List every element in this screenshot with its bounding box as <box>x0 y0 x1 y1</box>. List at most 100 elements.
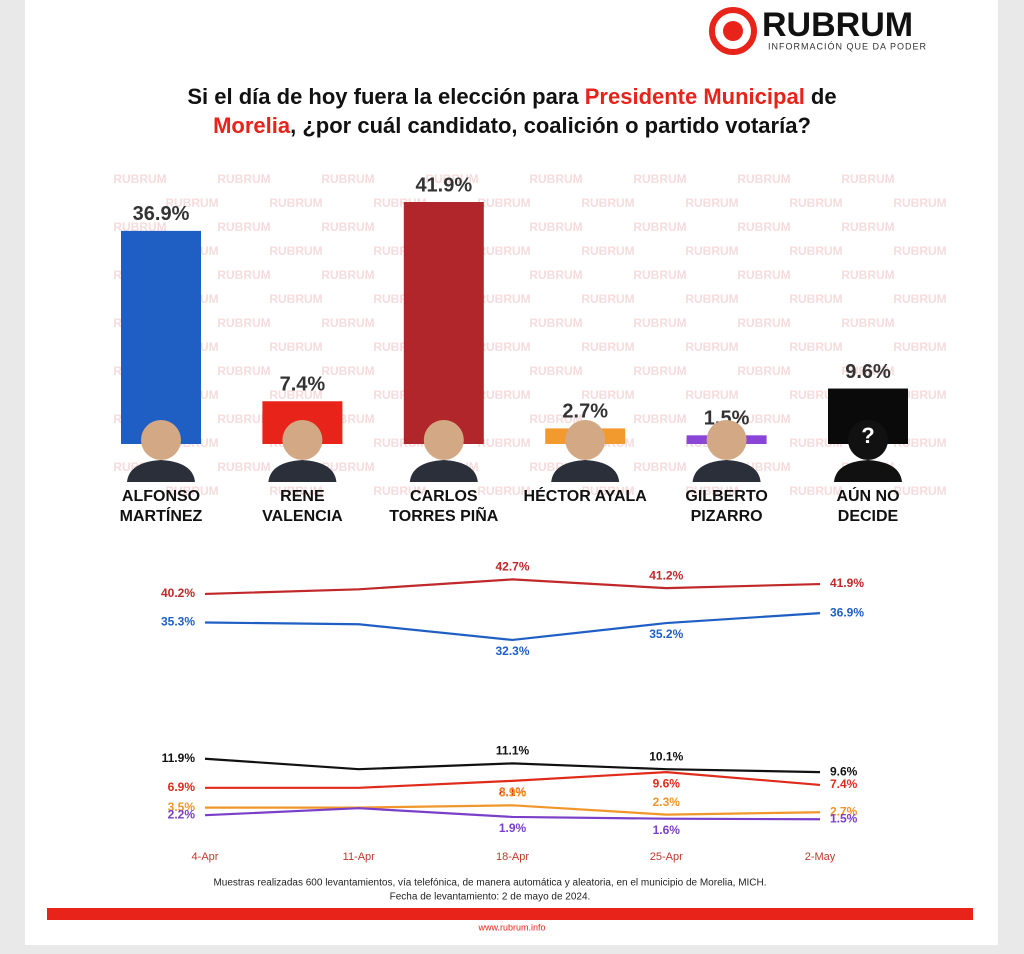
watermark: RUBRUM <box>789 196 842 210</box>
watermark: RUBRUM <box>633 364 686 378</box>
watermark: RUBRUM <box>321 172 374 186</box>
unknown-icon: ? <box>861 423 874 448</box>
watermark: RUBRUM <box>633 220 686 234</box>
data-label: 2.7% <box>830 804 858 818</box>
watermark: RUBRUM <box>165 196 218 210</box>
data-label: 42.7% <box>495 560 529 574</box>
watermark: RUBRUM <box>737 172 790 186</box>
portrait-body <box>409 460 478 482</box>
data-label: 11.9% <box>162 751 196 765</box>
watermark: RUBRUM <box>269 196 322 210</box>
watermark: RUBRUM <box>217 460 270 474</box>
portrait-head <box>423 420 464 460</box>
candidate-name: RENE VALENCIA <box>262 488 343 525</box>
data-label: 10.1% <box>649 749 683 763</box>
line <box>204 757 821 774</box>
watermark: RUBRUM <box>373 484 426 498</box>
logo-ring <box>709 7 757 55</box>
watermark: RUBRUM <box>841 172 894 186</box>
data-label: 1.6% <box>653 823 681 837</box>
watermark: RUBRUM <box>113 172 166 186</box>
watermark: RUBRUM <box>217 172 270 186</box>
watermark: RUBRUM <box>581 196 634 210</box>
watermark: RUBRUM <box>685 196 738 210</box>
data-label: 40.2% <box>161 586 195 600</box>
watermark: RUBRUM <box>269 340 322 354</box>
portrait-head <box>848 420 888 460</box>
watermark: RUBRUM <box>789 292 842 306</box>
data-label: 9.6% <box>830 764 858 778</box>
watermark: RUBRUM <box>581 340 634 354</box>
x-tick-label: 25-Apr <box>650 851 683 863</box>
line <box>204 578 821 596</box>
watermark: RUBRUM <box>893 196 946 210</box>
watermark: RUBRUM <box>477 436 530 450</box>
portrait-body <box>551 460 620 482</box>
portrait-body <box>834 460 902 482</box>
watermark: RUBRUM <box>217 316 270 330</box>
data-label: 36.9% <box>830 605 864 619</box>
watermark: RUBRUM <box>321 460 374 474</box>
title-part: de <box>805 84 837 109</box>
watermark: RUBRUM <box>841 220 894 234</box>
watermark: RUBRUM <box>529 220 582 234</box>
watermark: RUBRUM <box>269 484 322 498</box>
data-label: 35.3% <box>161 615 195 629</box>
value-label: 36.9% <box>133 203 190 225</box>
watermark: RUBRUM <box>113 220 166 234</box>
line <box>204 807 821 821</box>
watermark: RUBRUM <box>217 220 270 234</box>
logo-dot <box>723 21 743 41</box>
line <box>205 771 821 789</box>
x-tick-label: 4-Apr <box>192 851 219 863</box>
watermark: RUBRUM <box>789 340 842 354</box>
tagline: INFORMACIÓN QUE DA PODER <box>768 41 927 51</box>
watermark: RUBRUM <box>477 292 530 306</box>
x-tick-label: 11-Apr <box>343 851 376 863</box>
watermark: RUBRUM <box>841 316 894 330</box>
watermark: RUBRUM <box>477 196 530 210</box>
name-box: AÚN NO DECIDE <box>836 488 899 525</box>
x-tick-label: 2-May <box>805 851 836 863</box>
watermark: RUBRUM <box>529 316 582 330</box>
portrait-body <box>268 460 337 482</box>
watermark: RUBRUM <box>529 364 582 378</box>
watermark: RUBRUM <box>737 364 790 378</box>
footer-bar <box>47 908 973 920</box>
watermark: RUBRUM <box>633 172 686 186</box>
value-label: 41.9% <box>415 174 472 196</box>
watermark: RUBRUM <box>477 388 530 402</box>
watermark: RUBRUM <box>633 316 686 330</box>
watermark: RUBRUM <box>737 268 790 282</box>
watermark: RUBRUM <box>217 364 270 378</box>
watermark: RUBRUM <box>321 364 374 378</box>
name-box: ALFONSO MARTÍNEZ <box>120 488 203 525</box>
data-label: 41.9% <box>830 576 864 590</box>
title-part: Si el día de hoy fuera la elección para <box>187 84 584 109</box>
website: www.rubrum.info <box>477 922 545 932</box>
footer-note: Fecha de levantamiento: 2 de mayo de 202… <box>390 892 591 903</box>
value-label: 2.7% <box>562 401 608 423</box>
chart-title: Si el día de hoy fuera la elección para … <box>187 84 836 109</box>
watermark: RUBRUM <box>321 268 374 282</box>
watermark: RUBRUM <box>789 484 842 498</box>
data-label: 2.2% <box>168 807 196 821</box>
watermark: RUBRUM <box>529 412 582 426</box>
watermark: RUBRUM <box>841 364 894 378</box>
watermark: RUBRUM <box>581 244 634 258</box>
portrait-head <box>565 420 606 460</box>
watermark: RUBRUM <box>789 244 842 258</box>
watermark: RUBRUM <box>477 244 530 258</box>
chart-title: Morelia, ¿por cuál candidato, coalición … <box>213 113 811 138</box>
portrait-body <box>692 460 761 482</box>
watermark: RUBRUM <box>685 292 738 306</box>
brand: RUBRUM <box>762 6 913 44</box>
title-part: Presidente Municipal <box>585 84 805 109</box>
data-label: 1.5% <box>830 811 858 825</box>
watermark: RUBRUM <box>633 268 686 282</box>
watermark: RUBRUM <box>633 460 686 474</box>
watermark: RUBRUM <box>685 388 738 402</box>
data-label: 2.3% <box>653 795 681 809</box>
value-label: 7.4% <box>280 374 326 396</box>
watermark: RUBRUM <box>217 412 270 426</box>
